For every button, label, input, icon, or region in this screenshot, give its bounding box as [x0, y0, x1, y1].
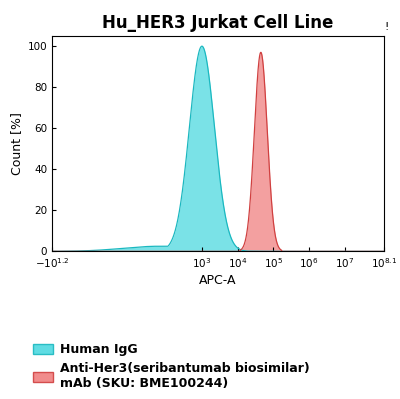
Legend: Human IgG, Anti-Her3(seribantumab biosimilar)
mAb (SKU: BME100244): Human IgG, Anti-Her3(seribantumab biosim… [30, 340, 312, 393]
Title: Hu_HER3 Jurkat Cell Line: Hu_HER3 Jurkat Cell Line [102, 14, 334, 32]
Text: !: ! [384, 22, 388, 32]
Y-axis label: Count [%]: Count [%] [10, 112, 23, 175]
X-axis label: APC-A: APC-A [199, 274, 237, 287]
